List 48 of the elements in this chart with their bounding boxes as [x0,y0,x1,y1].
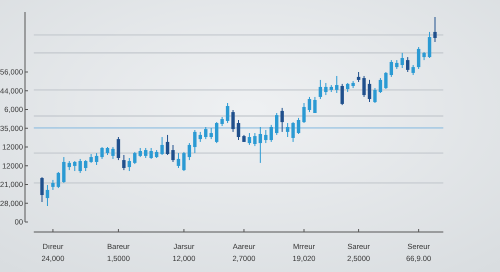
candlestick [286,122,290,138]
candlestick [356,72,360,83]
candlestick [84,160,88,172]
candlestick [73,160,76,172]
candlestick [68,160,71,171]
candlestick [149,147,153,160]
candlestick [220,116,224,127]
candlestick [226,102,230,124]
candlestick [384,72,388,90]
candlestick [62,156,66,184]
candlestick [335,75,338,94]
candlestick [193,130,197,154]
candlestick [122,154,126,171]
candlestick [406,56,410,72]
candlestick [94,152,98,166]
candlestick [133,151,136,165]
candlestick [210,127,213,140]
candlestick [214,122,218,144]
candlestick [198,131,202,142]
candlestick [116,136,120,161]
candlestick [411,64,415,76]
candlestick [291,122,295,142]
candlestick [270,124,273,142]
candlestick [204,126,208,140]
candlestick [258,126,262,164]
candlestick [378,78,382,94]
candlestick [313,96,317,114]
candlestick [390,60,394,78]
candlestick [280,107,284,132]
candlestick [253,132,257,147]
candlestick [324,82,328,96]
candlestick [128,157,132,172]
candlestick [78,158,82,174]
candlestick [416,46,420,70]
candlestick [188,142,192,161]
candlestick [160,136,164,156]
candlestick [248,132,252,146]
candlestick [275,112,278,136]
candlestick [346,82,350,93]
candlestick [51,179,55,190]
candlestick [144,147,148,158]
candlestick [138,147,142,158]
candlestick [182,151,186,172]
candlestick [264,130,268,144]
candlestick [56,171,60,189]
candlestick [318,79,322,100]
candlestick [340,83,344,106]
candlestick [400,52,404,69]
